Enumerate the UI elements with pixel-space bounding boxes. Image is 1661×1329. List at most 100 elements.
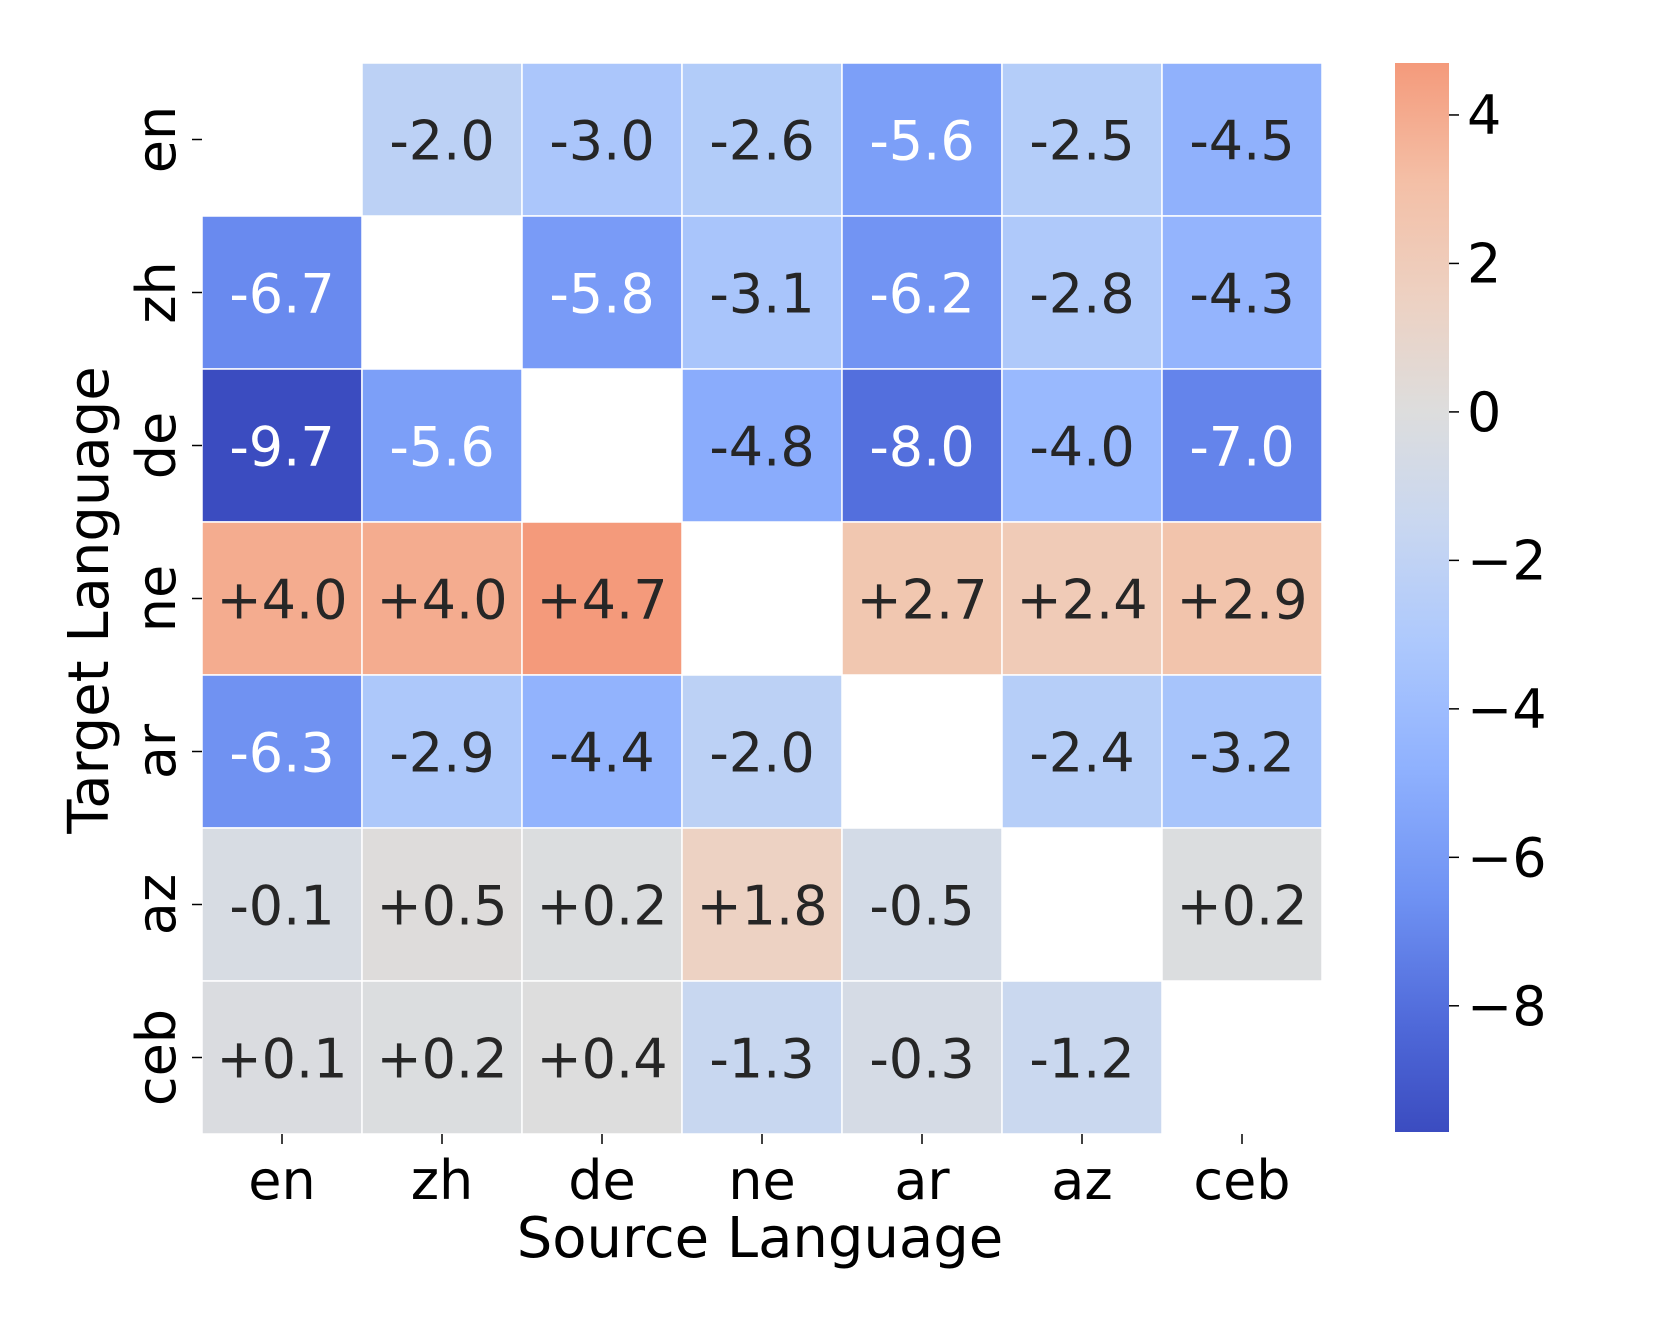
heatmap-cell xyxy=(1161,368,1323,523)
heatmap-cell xyxy=(841,215,1003,370)
cell-value-label: -4.0 xyxy=(1029,416,1134,479)
y-tick-label: zh xyxy=(125,261,188,324)
cell-value-label: +0.2 xyxy=(376,1028,507,1091)
heatmap-cell xyxy=(201,521,363,676)
x-axis-ticks: en zh de ne ar az ceb xyxy=(248,1134,1291,1212)
heatmap-cell xyxy=(521,215,683,370)
cell-value-label: -7.0 xyxy=(1189,416,1294,479)
y-axis-label: Target Language xyxy=(57,366,122,834)
heatmap-cell xyxy=(1161,215,1323,370)
colorbar-tick-label: −6 xyxy=(1467,826,1547,889)
y-axis-ticks: en zh de ne ar az ceb xyxy=(125,106,202,1106)
cell-value-label: -8.0 xyxy=(869,416,974,479)
heatmap-cells: -2.0 -3.0 -2.6 -5.6 -2.5 -4.5 -6.7 -5.8 -3.1 -6.2… xyxy=(201,62,1323,1135)
colorbar-tick-label: 0 xyxy=(1467,381,1501,444)
cell-value-label: +0.4 xyxy=(536,1028,667,1091)
heatmap-cell xyxy=(521,521,683,676)
heatmap-cell xyxy=(1001,368,1163,523)
x-tick-label: ne xyxy=(728,1149,795,1212)
cell-value-label: -5.6 xyxy=(869,110,974,173)
heatmap-cell xyxy=(1161,62,1323,217)
cell-value-label: -3.1 xyxy=(709,263,814,326)
heatmap-cell xyxy=(1161,827,1323,982)
cell-value-label: -1.3 xyxy=(709,1028,814,1091)
cell-value-label: -6.3 xyxy=(229,722,334,785)
cell-value-label: -4.3 xyxy=(1189,263,1294,326)
x-tick-label: az xyxy=(1051,1149,1112,1212)
heatmap-cell xyxy=(681,62,843,217)
cell-value-label: -5.8 xyxy=(549,263,654,326)
cell-value-label: -0.5 xyxy=(869,875,974,938)
y-tick-label: ne xyxy=(125,565,188,632)
heatmap-cell xyxy=(1161,674,1323,829)
heatmap-cell xyxy=(681,368,843,523)
heatmap-cell xyxy=(201,674,363,829)
cell-value-label: -2.8 xyxy=(1029,263,1134,326)
cell-value-label: -2.5 xyxy=(1029,110,1134,173)
y-tick-label: ceb xyxy=(125,1009,188,1106)
cell-value-label: +4.0 xyxy=(376,569,507,632)
cell-value-label: -1.2 xyxy=(1029,1028,1134,1091)
x-tick-label: en xyxy=(248,1149,315,1212)
y-tick-label: de xyxy=(125,412,188,480)
cell-value-label: -4.8 xyxy=(709,416,814,479)
cell-value-label: +2.7 xyxy=(856,569,987,632)
cell-value-label: -0.1 xyxy=(229,875,334,938)
cell-value-label: -4.4 xyxy=(549,722,654,785)
cell-value-label: +1.8 xyxy=(696,875,827,938)
cell-value-label: -2.9 xyxy=(389,722,494,785)
heatmap-cell xyxy=(201,980,363,1135)
cell-value-label: -3.2 xyxy=(1189,722,1294,785)
colorbar: 4 2 0 −2 −4 −6 −8 xyxy=(1395,63,1547,1132)
heatmap-cell xyxy=(681,980,843,1135)
cell-value-label: -2.6 xyxy=(709,110,814,173)
heatmap-cell xyxy=(201,368,363,523)
colorbar-tick-label: −4 xyxy=(1467,678,1547,741)
heatmap-cell xyxy=(361,980,523,1135)
cell-value-label: +4.7 xyxy=(536,569,667,632)
cell-value-label: -5.6 xyxy=(389,416,494,479)
y-tick-label: en xyxy=(125,106,188,173)
cell-value-label: -6.2 xyxy=(869,263,974,326)
y-tick-label: ar xyxy=(125,723,188,779)
colorbar-tick-label: 4 xyxy=(1467,84,1501,147)
cell-value-label: +0.2 xyxy=(1176,875,1307,938)
heatmap-cell xyxy=(841,521,1003,676)
colorbar-gradient xyxy=(1395,63,1449,1132)
heatmap-cell xyxy=(681,674,843,829)
cell-value-label: -6.7 xyxy=(229,263,334,326)
heatmap-cell xyxy=(521,980,683,1135)
heatmap-cell xyxy=(1001,980,1163,1135)
colorbar-tick-label: −8 xyxy=(1467,975,1547,1038)
colorbar-ticks: 4 2 0 −2 −4 −6 −8 xyxy=(1449,84,1547,1038)
colorbar-tick-label: 2 xyxy=(1467,232,1501,295)
cell-value-label: +0.5 xyxy=(376,875,507,938)
colorbar-tick-label: −2 xyxy=(1467,529,1547,592)
cell-value-label: -9.7 xyxy=(229,416,334,479)
heatmap-cell xyxy=(361,521,523,676)
heatmap-cell xyxy=(521,674,683,829)
heatmap-cell xyxy=(841,62,1003,217)
heatmap-cell xyxy=(361,62,523,217)
heatmap-cell xyxy=(521,62,683,217)
cell-value-label: +2.9 xyxy=(1176,569,1307,632)
cell-value-label: -2.0 xyxy=(389,110,494,173)
heatmap-cell xyxy=(201,827,363,982)
cell-value-label: +0.2 xyxy=(536,875,667,938)
cell-value-label: +0.1 xyxy=(216,1028,347,1091)
heatmap-cell xyxy=(1001,521,1163,676)
cell-value-label: -3.0 xyxy=(549,110,654,173)
cell-value-label: +2.4 xyxy=(1016,569,1147,632)
heatmap-cell xyxy=(1001,62,1163,217)
cell-value-label: -0.3 xyxy=(869,1028,974,1091)
cell-value-label: -2.4 xyxy=(1029,722,1134,785)
x-axis-label: Source Language xyxy=(517,1206,1004,1271)
x-tick-label: zh xyxy=(411,1149,474,1212)
cell-value-label: -4.5 xyxy=(1189,110,1294,173)
heatmap-cell xyxy=(1161,521,1323,676)
cell-value-label: -2.0 xyxy=(709,722,814,785)
x-tick-label: de xyxy=(568,1149,636,1212)
y-tick-label: az xyxy=(125,874,188,935)
x-tick-label: ar xyxy=(894,1149,950,1212)
